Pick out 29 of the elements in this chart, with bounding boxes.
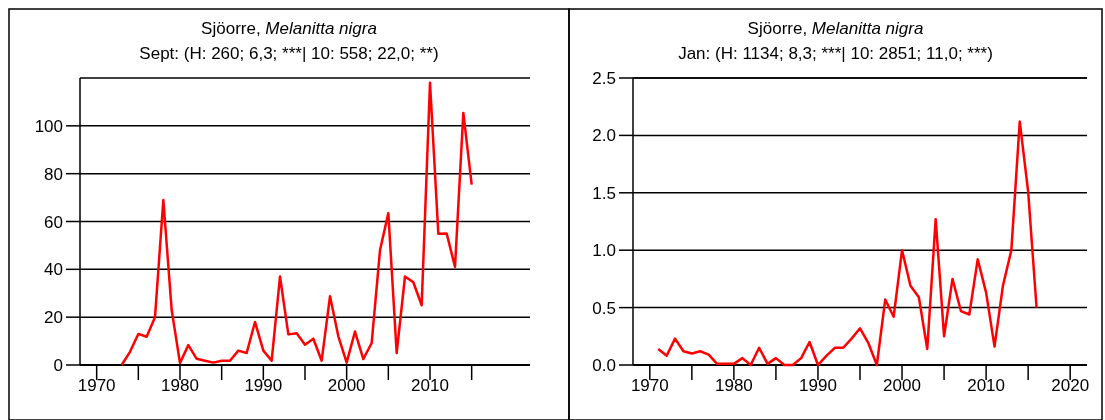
y-tick-label: 0.5 — [592, 298, 616, 318]
y-tick-label: 2.0 — [592, 126, 616, 146]
x-tick-label: 2010 — [967, 376, 1006, 395]
chart-title: Sjöorre, Melanitta nigra — [201, 19, 377, 38]
chart-subtitle: Jan: (H: 1134; 8,3; ***| 10: 2851; 11,0; ***) — [678, 44, 993, 63]
y-tick-label: 60 — [44, 212, 63, 232]
y-tick-label: 40 — [44, 260, 63, 280]
line-series — [120, 81, 473, 367]
chart-title: Sjöorre, Melanitta nigra — [747, 19, 924, 38]
x-tick-label: 2010 — [411, 376, 449, 395]
x-tick-label: 1980 — [161, 376, 199, 395]
y-tick-label: 1.5 — [592, 183, 616, 203]
x-tick-label: 1980 — [714, 376, 753, 395]
x-tick-label: 2000 — [327, 376, 366, 395]
y-tick-label: 0.0 — [592, 356, 616, 375]
x-tick-label: 1990 — [799, 376, 837, 395]
y-tick-label: 20 — [44, 308, 63, 328]
y-tick-label: 0 — [53, 356, 63, 375]
x-tick-label: 2000 — [883, 376, 921, 395]
y-tick-label: 2.5 — [592, 69, 616, 88]
x-tick-label: 2020 — [1051, 376, 1090, 395]
line-series — [656, 120, 1038, 367]
x-tick-label: 1970 — [630, 376, 669, 395]
x-tick-label: 1990 — [244, 376, 283, 395]
y-tick-label: 100 — [34, 116, 63, 136]
x-tick-label: 1970 — [77, 376, 116, 395]
y-tick-label: 1.0 — [592, 241, 616, 261]
y-tick-label: 80 — [44, 164, 63, 184]
chart-subtitle: Sept: (H: 260; 6,3; ***| 10: 558; 22,0; **) — [139, 44, 439, 63]
